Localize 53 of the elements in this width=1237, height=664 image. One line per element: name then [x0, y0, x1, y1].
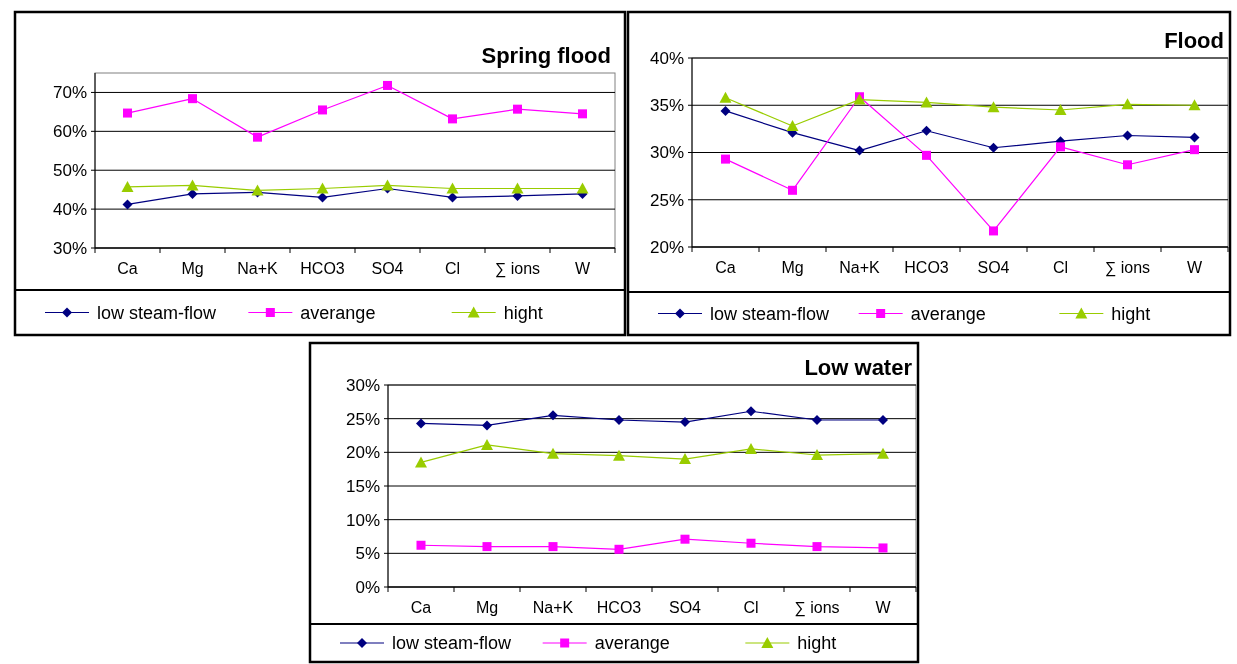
x-tick-label: Na+K	[532, 599, 574, 616]
x-tick-label: Ca	[117, 260, 138, 277]
x-tick-label: W	[574, 260, 591, 277]
y-tick-label: 30%	[52, 238, 87, 258]
legend-label: low steam-flow	[392, 633, 513, 654]
y-tick-label: 60%	[52, 122, 87, 142]
legend-label: hight	[503, 302, 543, 323]
y-tick-label: 5%	[355, 544, 380, 564]
x-tick-label: ∑ ions	[494, 260, 541, 278]
chart-title: Flood	[1164, 28, 1224, 53]
x-tick-label: HCO3	[596, 599, 642, 616]
x-tick-label: SO4	[371, 260, 404, 277]
x-tick-label: Cl	[444, 260, 461, 277]
x-tick-label: SO4	[668, 599, 702, 616]
y-tick-label: 10%	[345, 510, 380, 530]
y-tick-label: 25%	[649, 190, 684, 210]
x-tick-label: W	[875, 599, 892, 616]
y-tick-label: 20%	[649, 237, 684, 257]
x-tick-label: HCO3	[300, 260, 345, 277]
x-tick-label: Ca	[410, 599, 432, 616]
y-tick-label: 70%	[52, 83, 87, 103]
legend-label: averange	[594, 633, 670, 654]
legend-label: averange	[910, 303, 986, 324]
chart-title: Low water	[804, 355, 913, 380]
x-tick-label: Cl	[743, 599, 759, 616]
x-tick-label: W	[1186, 259, 1203, 276]
x-tick-label: Ca	[715, 259, 736, 276]
legend-label: low steam-flow	[97, 302, 218, 323]
y-tick-label: 25%	[345, 409, 380, 429]
y-tick-label: 30%	[649, 143, 684, 163]
legend-label: hight	[1111, 303, 1151, 324]
y-tick-label: 40%	[52, 200, 87, 220]
x-tick-label: HCO3	[904, 259, 949, 276]
y-tick-label: 15%	[345, 476, 380, 496]
chart-title: Spring flood	[481, 43, 611, 68]
x-tick-label: ∑ ions	[794, 599, 840, 617]
x-tick-label: Mg	[781, 259, 804, 276]
x-tick-label: ∑ ions	[1104, 259, 1151, 277]
x-tick-label: Cl	[1052, 259, 1069, 276]
y-tick-label: 20%	[345, 443, 380, 463]
legend-label: hight	[797, 633, 837, 654]
y-tick-label: 30%	[345, 375, 380, 395]
y-tick-label: 35%	[649, 96, 684, 116]
y-tick-label: 0%	[355, 577, 380, 597]
x-tick-label: Na+K	[839, 259, 881, 276]
y-tick-label: 40%	[649, 48, 684, 68]
y-tick-label: 50%	[52, 161, 87, 181]
legend-label: low steam-flow	[710, 303, 831, 324]
x-tick-label: Mg	[475, 599, 499, 616]
legend-label: averange	[300, 302, 376, 323]
x-tick-label: Mg	[181, 260, 204, 277]
x-tick-label: Na+K	[237, 260, 279, 277]
x-tick-label: SO4	[977, 259, 1010, 276]
